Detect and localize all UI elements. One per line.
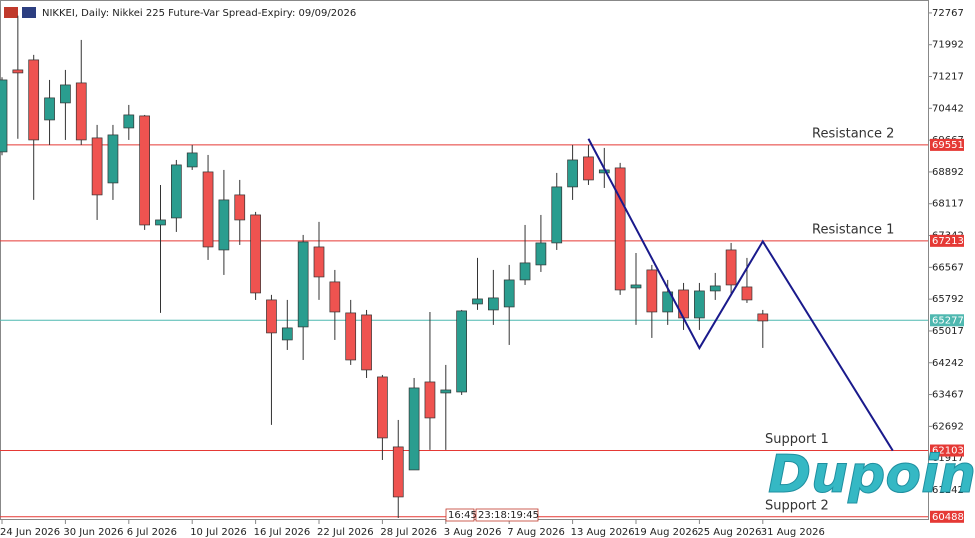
candle-body [329, 281, 341, 313]
candle-body [0, 79, 8, 153]
y-tick-label: 65792 [932, 294, 964, 305]
brand-logo: Dupoin [768, 445, 975, 505]
level-price-box [930, 510, 964, 523]
x-tick-label: 6 Jul 2026 [127, 527, 177, 538]
x-tick-label: 10 Jul 2026 [190, 527, 247, 538]
candle-body [709, 285, 721, 292]
y-tick-label: 68892 [932, 167, 964, 178]
level-price-box [930, 444, 964, 457]
y-tick-label: 62692 [932, 421, 964, 432]
x-tick-label: 16 Jul 2026 [254, 527, 311, 538]
candle-body [741, 286, 753, 301]
timer-text: 16:45 [448, 510, 477, 521]
candle-body [757, 313, 769, 322]
x-tick-label: 3 Aug 2026 [444, 527, 502, 538]
candle-body [297, 241, 309, 328]
candle-body [456, 310, 467, 393]
candle-body [424, 381, 436, 419]
symbol-icon [4, 7, 18, 18]
candle-body [266, 299, 277, 334]
candle-body [107, 134, 119, 184]
candle-body [440, 389, 452, 394]
x-tick-label: 24 Jun 2026 [0, 527, 60, 538]
x-tick-label: 22 Jul 2026 [317, 527, 374, 538]
level-price-box [930, 138, 964, 151]
candle-body [646, 269, 658, 313]
symbol-icon [22, 7, 36, 18]
candle-body [218, 199, 230, 251]
candle-body [28, 59, 40, 141]
level-name: Support 2 [765, 498, 829, 513]
y-tick-label: 71217 [932, 72, 964, 83]
candle-body [186, 152, 198, 168]
y-tick-label: 70442 [932, 103, 964, 114]
candle-body [60, 84, 71, 104]
candle-body [44, 97, 55, 121]
x-tick-label: 13 Aug 2026 [571, 527, 635, 538]
candle-body [139, 115, 150, 226]
candle-body [535, 242, 547, 266]
y-tick-label: 66567 [932, 262, 964, 273]
level-price: 69551 [932, 140, 964, 151]
candle-body [630, 284, 642, 289]
candle-body [488, 297, 499, 311]
level-price: 60488 [932, 512, 964, 523]
candle-body [91, 137, 103, 196]
level-price: 67213 [932, 236, 964, 247]
level-name: Resistance 2 [812, 126, 894, 141]
x-tick-label: 25 Aug 2026 [697, 527, 761, 538]
level-name: Support 1 [765, 432, 829, 447]
candle-body [361, 314, 372, 371]
x-tick-label: 31 Aug 2026 [761, 527, 825, 538]
timer-box [445, 508, 475, 522]
candle-body [392, 446, 404, 498]
candle-body [281, 327, 293, 341]
candle-body [408, 387, 420, 471]
candle-body [472, 298, 483, 305]
y-tick-label: 71992 [932, 40, 964, 51]
candle-body [171, 164, 182, 219]
candle-body [155, 219, 166, 226]
x-tick-label: 19 Aug 2026 [634, 527, 698, 538]
level-price: 62103 [932, 446, 964, 457]
candle-body [313, 246, 325, 278]
candle-body [12, 69, 24, 74]
y-tick-label: 68117 [932, 199, 964, 210]
level-price: 65277 [932, 315, 964, 326]
timer-text: 23:18:19:45 [478, 510, 539, 521]
candle-body [234, 194, 246, 221]
y-tick-label: 65017 [932, 326, 964, 337]
y-tick-label: 72767 [932, 8, 964, 19]
candle-body [551, 186, 563, 244]
candle-body [583, 156, 594, 181]
y-tick-label: 61917 [932, 453, 964, 464]
x-tick-label: 7 Aug 2026 [507, 527, 565, 538]
candle-body [519, 262, 531, 281]
x-tick-label: 30 Jun 2026 [63, 527, 123, 538]
y-tick-label: 64242 [932, 358, 964, 369]
candle-body [75, 82, 87, 141]
y-tick-label: 63467 [932, 390, 964, 401]
timer-box [475, 508, 539, 522]
chart-title: NIKKEI, Daily: Nikkei 225 Future-Var Spr… [42, 8, 356, 19]
candle-body [377, 376, 388, 439]
candle-body [694, 290, 705, 319]
candle-body [250, 214, 261, 294]
y-tick-label: 61142 [932, 485, 964, 496]
candle-body [678, 289, 689, 319]
level-name: Resistance 1 [812, 222, 894, 237]
x-tick-label: 28 Jul 2026 [380, 527, 437, 538]
candle-body [725, 249, 737, 286]
candle-body [567, 159, 578, 188]
candle-body [503, 279, 515, 308]
candle-body [123, 114, 135, 129]
candle-body [614, 167, 626, 291]
candle-body [345, 312, 357, 361]
trendline [587, 138, 894, 452]
candle-body [662, 291, 674, 313]
level-price-box [930, 314, 964, 327]
level-price-box [930, 234, 964, 247]
candle-body [202, 171, 214, 248]
